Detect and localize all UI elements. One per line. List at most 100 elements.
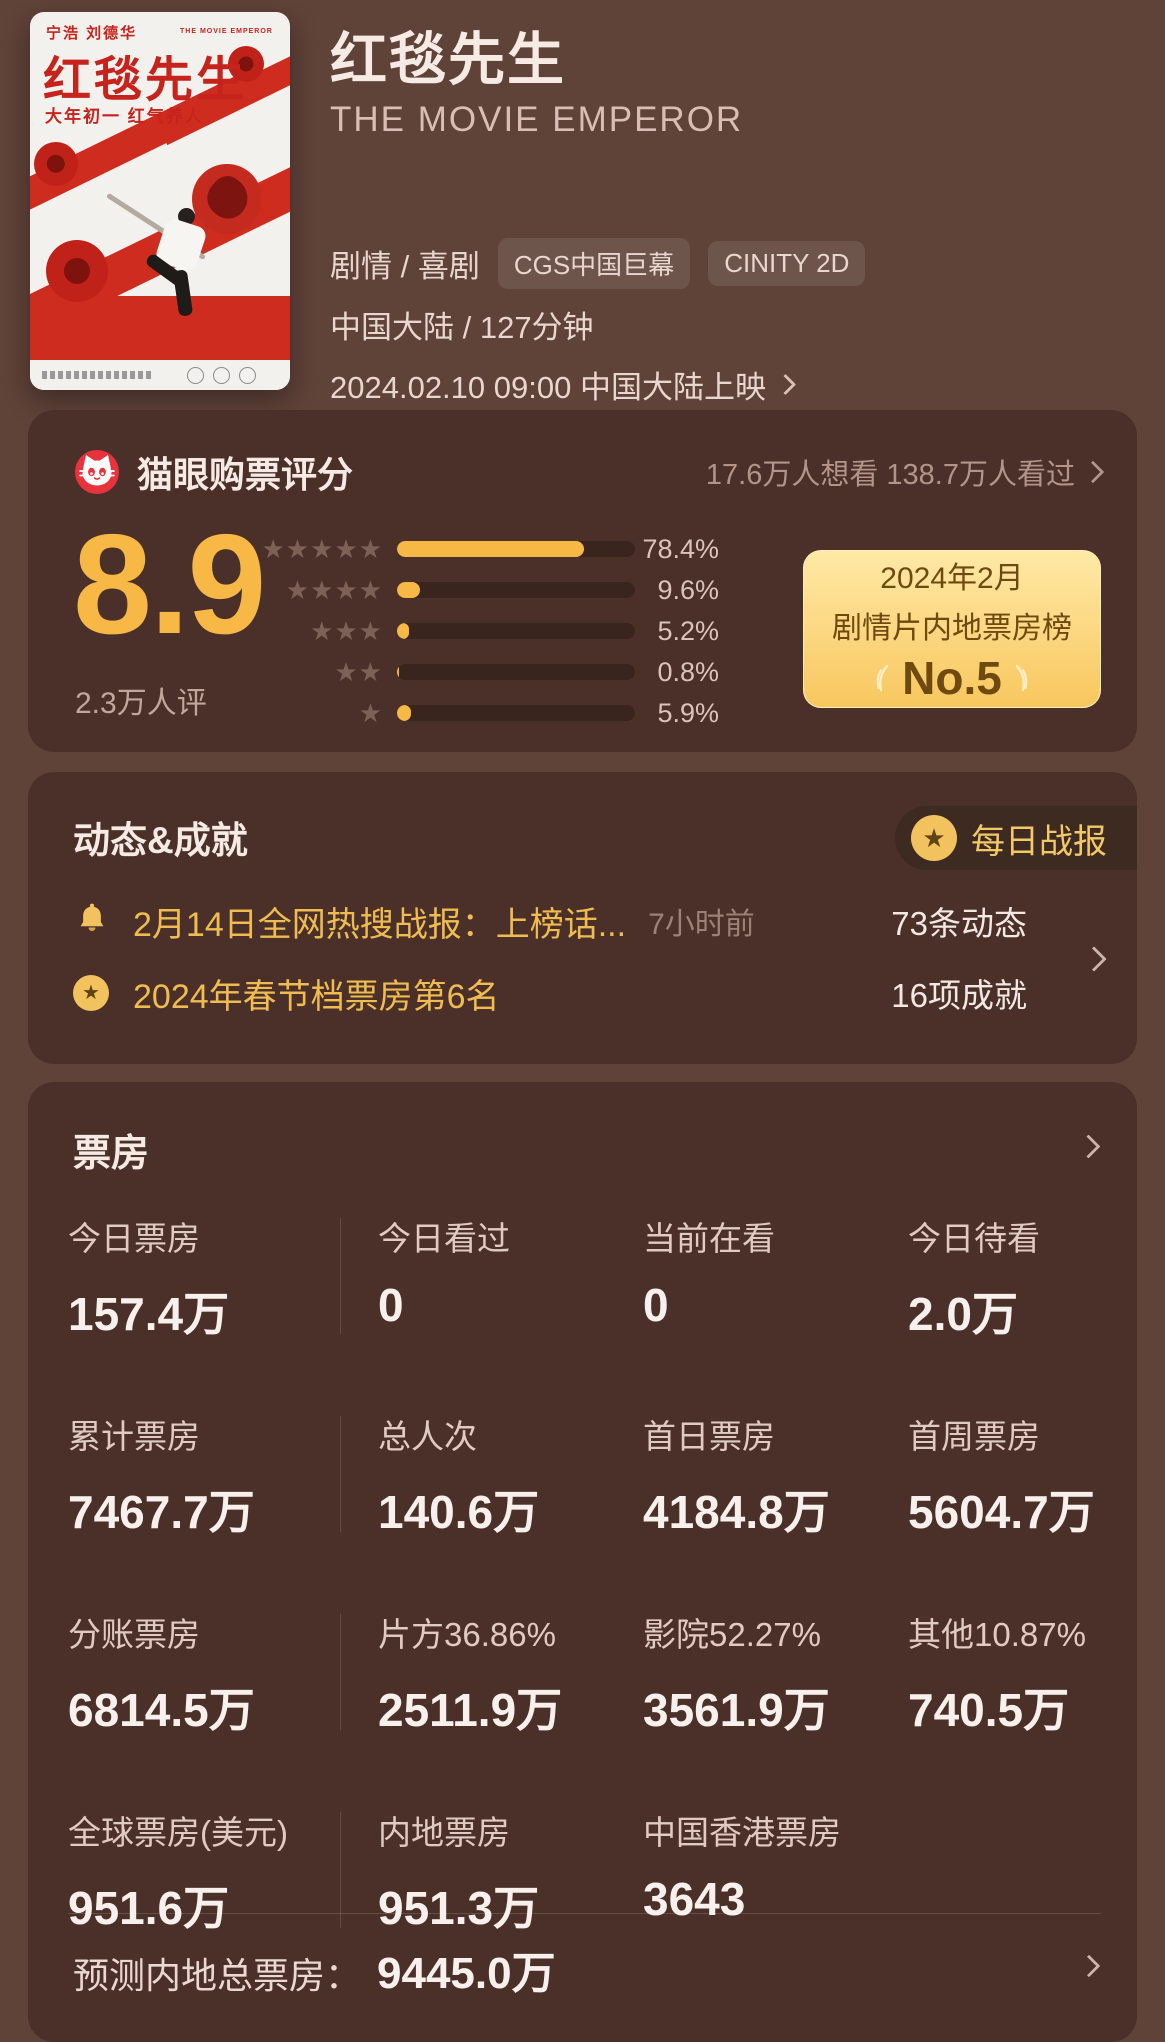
score-value: 8.9 [73,505,266,664]
rank-badge-rank: No.5 [902,652,1002,704]
want-seen-text: 17.6万人想看 138.7万人看过 [705,459,1075,491]
stat-value: 740.5万 [908,1684,1070,1736]
boxoffice-title: 票房 [73,1133,150,1175]
rank-badge-month: 2024年2月 [880,562,1024,595]
stat-cell: 内地票房 951.3万 [378,1806,643,1938]
rating-title: 猫眼购票评分 [137,454,354,495]
want-seen-link[interactable]: 17.6万人想看 138.7万人看过 [705,451,1105,493]
forecast-label: 预测内地总票房： [73,1955,362,1996]
stat-value: 157.4万 [68,1288,230,1340]
stat-label: 今日票房 [68,1220,200,1257]
poster-title: 红毯先生 [43,54,248,107]
poster-carpet-floor [30,296,290,360]
boxoffice-row: 全球票房(美元) 951.6万 内地票房 951.3万 中国香港票房 3643 [68,1806,1101,1938]
stat-value: 7467.7万 [68,1486,255,1538]
daily-report-label: 每日战报 [971,822,1107,861]
rating-bar-fill [397,582,420,598]
stat-label: 首周票房 [908,1418,1040,1455]
bell-icon [80,903,104,931]
stat-label: 累计票房 [68,1418,200,1455]
stat-value: 3643 [643,1873,746,1925]
movie-header: 宁浩 刘德华 THE MOVIE EMPEROR 红毯先生 大年初一 红气养人 … [0,0,1165,410]
activity-count: 73条动态 [891,905,1027,942]
rating-bar-fill [397,705,412,721]
stat-cell: 其他10.87% 740.5万 [908,1608,1101,1740]
release-text: 2024.02.10 09:00 中国大陆上映 [330,370,766,405]
stat-label: 全球票房(美元) [68,1814,288,1851]
stat-cell: 今日看过 0 [378,1212,643,1344]
stat-cell: 首日票房 4184.8万 [643,1410,908,1542]
activity-row[interactable]: 2月14日全网热搜战报：上榜话... 7小时前 73条动态 [73,890,1027,952]
forecast-value: 9445.0万 [377,1949,556,1998]
column-divider [340,1218,341,1334]
medal-icon [911,815,957,861]
movie-poster[interactable]: 宁浩 刘德华 THE MOVIE EMPEROR 红毯先生 大年初一 红气养人 [30,12,290,390]
stat-label: 总人次 [378,1418,477,1455]
raters-count: 2.3万人评 [75,687,207,720]
divider [68,1913,1101,1914]
stat-value: 951.3万 [378,1882,540,1934]
star-distribution-row: ★★★ 5.2% [253,616,719,647]
stat-label: 今日看过 [378,1220,510,1257]
chevron-right-icon [774,373,797,396]
star-icons: ★★★ [310,616,383,646]
stat-cell: 当前在看 0 [643,1212,908,1344]
poster-carpet-roll [34,142,78,186]
stat-cell: 中国香港票房 3643 [643,1806,908,1938]
poster-credits [30,360,290,390]
star-icons: ★★ [334,657,383,687]
star-distribution-row: ★★★★ 9.6% [253,575,719,606]
stat-value: 2.0万 [908,1288,1018,1340]
chevron-right-icon [1081,460,1105,484]
stat-cell: 今日待看 2.0万 [908,1212,1101,1344]
daily-report-button[interactable]: 每日战报 [895,806,1137,870]
activity-rows: 2月14日全网热搜战报：上榜话... 7小时前 73条动态 2024年春节档票房第6名… [73,890,1027,1024]
stat-value: 951.6万 [68,1882,230,1934]
poster-director-names: 宁浩 刘德华 [46,25,138,42]
rank-badge[interactable]: 2024年2月 剧情片内地票房榜 No.5 [803,550,1101,708]
stat-cell: 分账票房 6814.5万 [68,1608,378,1740]
column-divider [340,1614,341,1730]
activity-title: 动态&成就 [73,820,248,861]
activity-text: 2月14日全网热搜战报：上榜话... [133,905,627,944]
rating-percent: 78.4% [642,533,719,564]
star-distribution-row: ★★★★★ 78.4% [253,533,719,565]
stat-label: 当前在看 [643,1220,775,1257]
region-duration: 中国大陆 / 127分钟 [330,310,594,345]
stat-value: 2511.9万 [378,1684,563,1736]
release-info-link[interactable]: 2024.02.10 09:00 中国大陆上映 [330,362,797,407]
stat-value: 6814.5万 [68,1684,255,1736]
maoyan-cat-icon [75,450,119,494]
poster-tagline: 大年初一 红气养人 [45,107,204,126]
laurel-left-icon [876,664,889,692]
chevron-right-icon[interactable] [1081,946,1107,972]
rating-bar-track [397,623,635,639]
genre-row: 剧情 / 喜剧 CGS中国巨幕 CINITY 2D [330,238,866,289]
boxoffice-row: 累计票房 7467.7万 总人次 140.6万 首日票房 4184.8万 首周票… [68,1410,1101,1542]
format-tag-cgs: CGS中国巨幕 [497,238,691,289]
activity-time: 7小时前 [648,908,755,941]
star-icons: ★ [358,698,383,728]
boxoffice-row: 今日票房 157.4万 今日看过 0 当前在看 0 今日待看 2.0万 [68,1212,1101,1344]
stat-label: 影院52.27% [643,1616,821,1653]
stat-cell: 今日票房 157.4万 [68,1212,378,1344]
forecast-row[interactable]: 预测内地总票房： 9445.0万 [73,1937,1037,2001]
rating-bar-fill [397,541,584,557]
activity-row[interactable]: 2024年春节档票房第6名 16项成就 [73,962,1027,1024]
stat-value: 3561.9万 [643,1684,830,1736]
stat-value: 4184.8万 [643,1486,830,1538]
stat-label: 分账票房 [68,1616,200,1653]
stat-value: 0 [643,1279,669,1331]
activity-count: 16项成就 [891,977,1027,1014]
star-distribution-row: ★★ 0.8% [253,656,719,688]
stat-value: 0 [378,1279,404,1331]
chevron-right-icon[interactable] [1076,1134,1101,1159]
stat-label: 今日待看 [908,1220,1040,1257]
laurel-right-icon [1015,664,1028,692]
stat-cell: 总人次 140.6万 [378,1410,643,1542]
stat-value: 140.6万 [378,1486,540,1538]
rating-percent: 0.8% [657,656,719,687]
maoyan-brand: 猫眼购票评分 [73,446,353,498]
stat-label: 首日票房 [643,1418,775,1455]
rank-badge-list: 剧情片内地票房榜 [832,612,1072,645]
